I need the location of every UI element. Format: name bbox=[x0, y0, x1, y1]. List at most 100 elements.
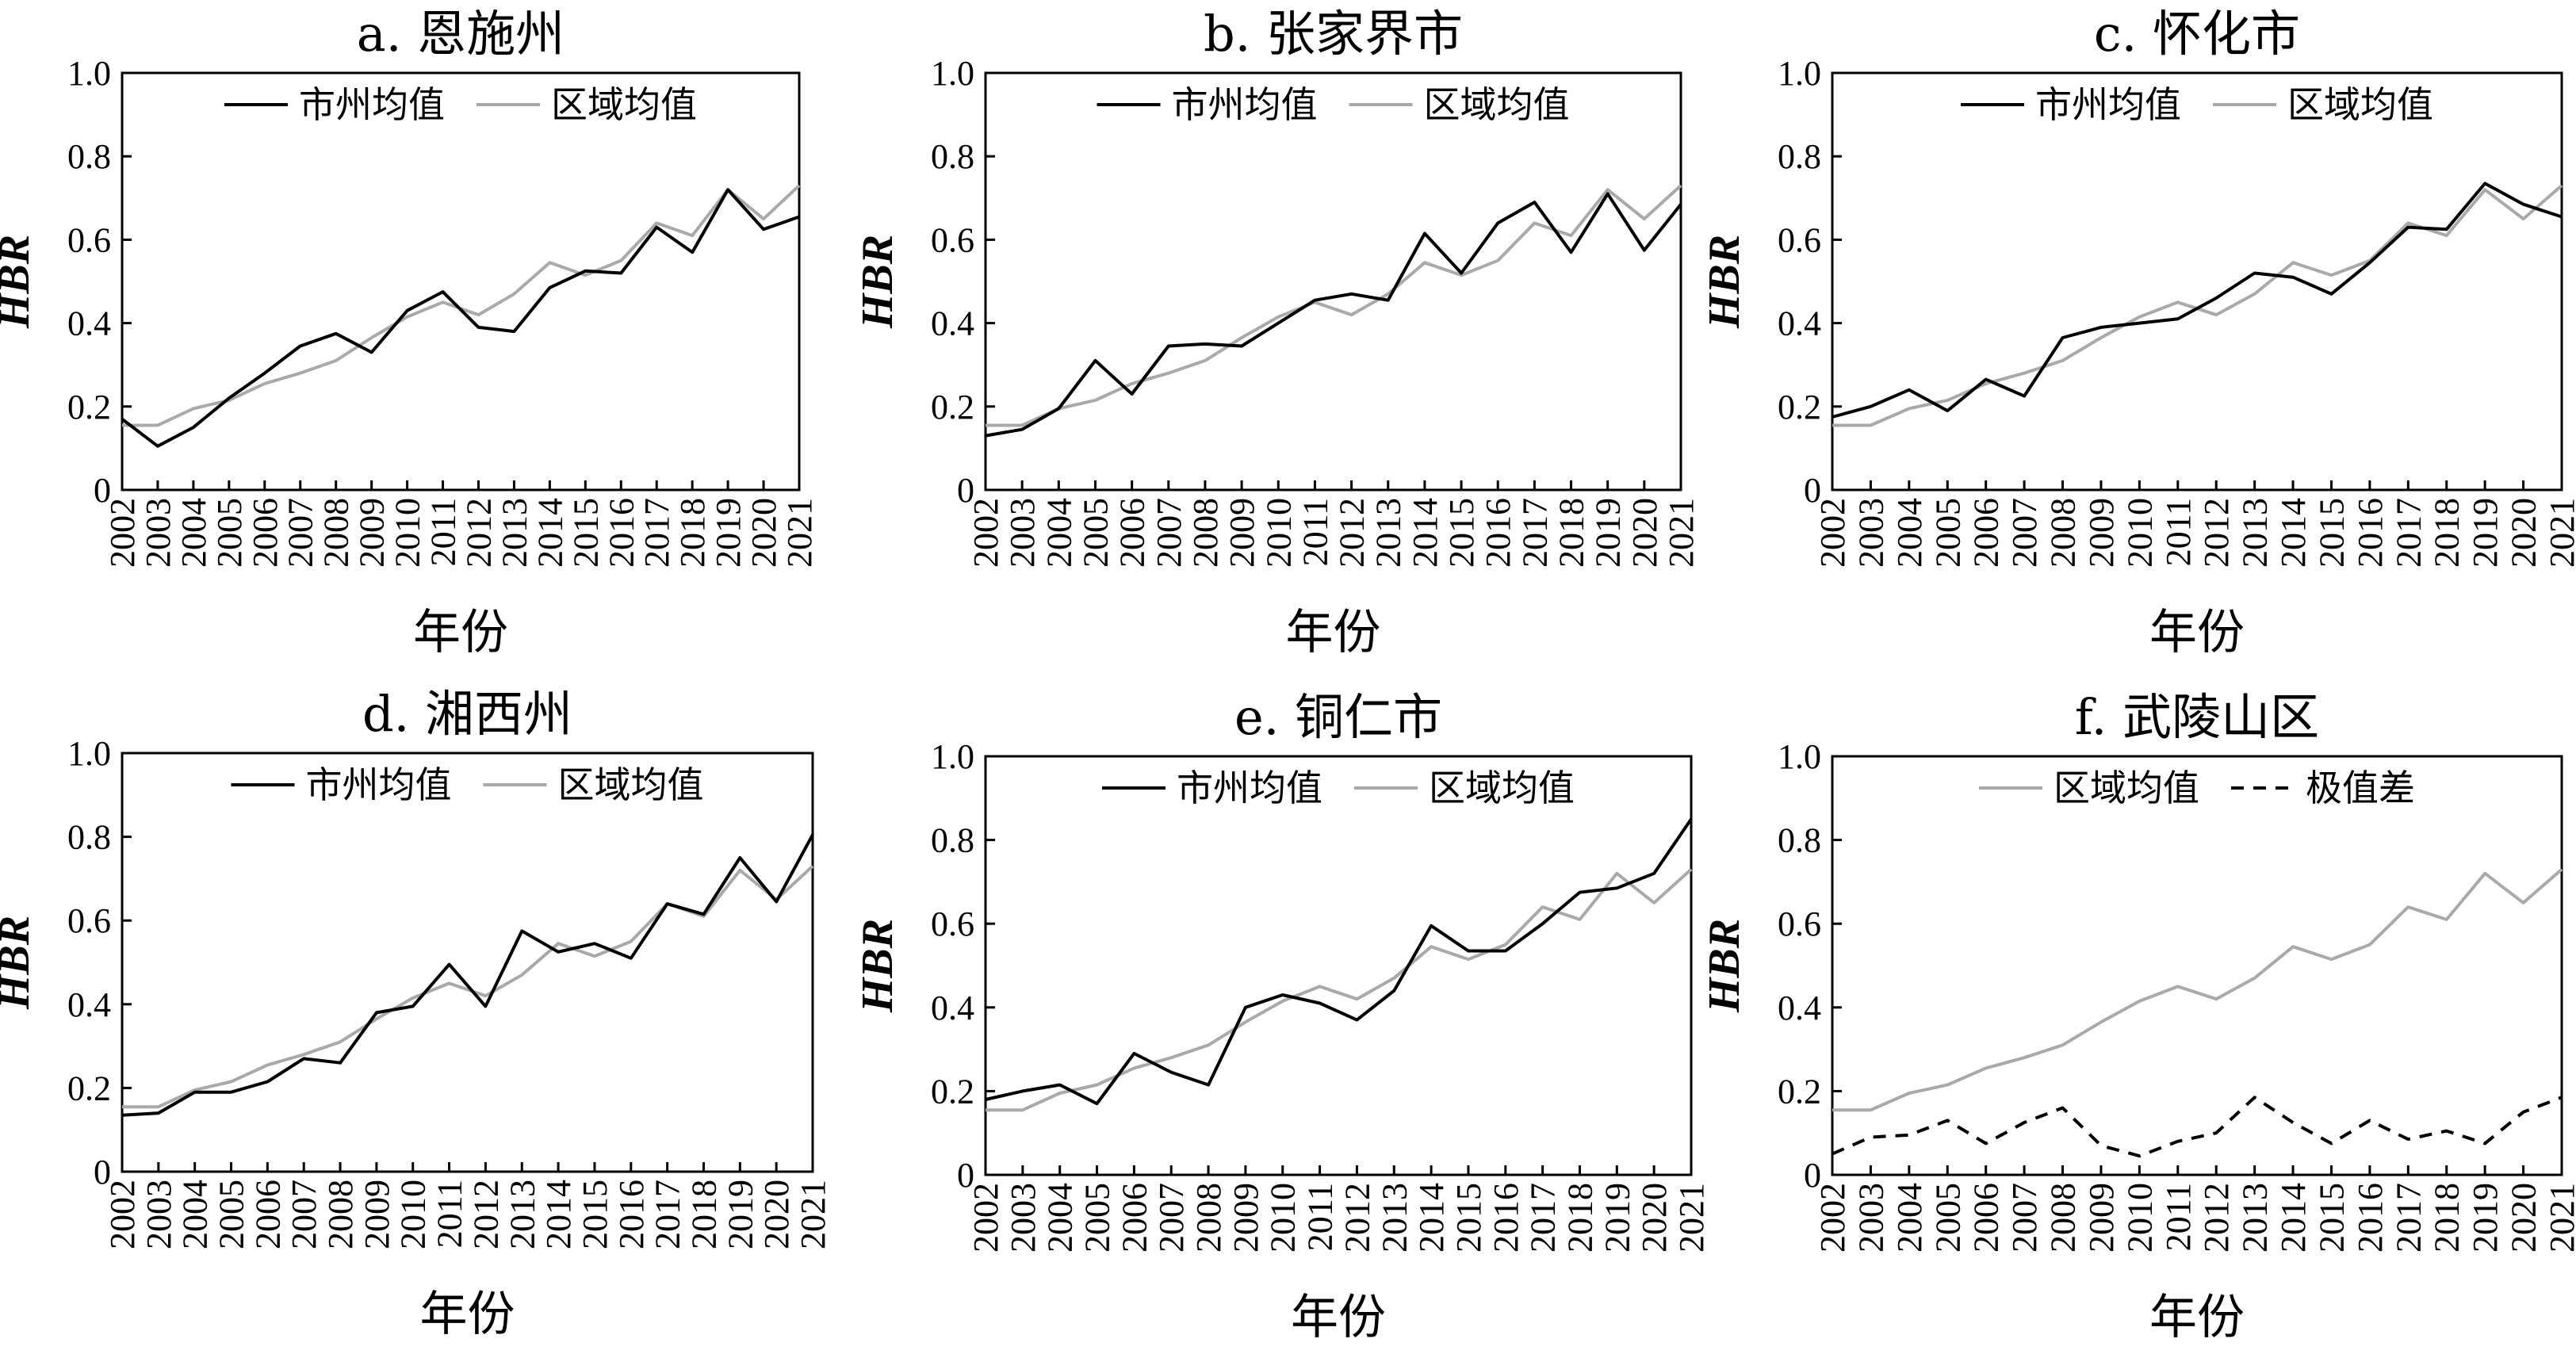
x-tick-label: 2012 bbox=[1333, 498, 1372, 568]
data-point bbox=[1020, 424, 1024, 427]
data-point bbox=[1690, 868, 1693, 871]
data-point bbox=[121, 1114, 124, 1117]
x-tick-label: 2011 bbox=[1296, 498, 1334, 566]
data-point bbox=[2253, 1096, 2256, 1099]
data-point bbox=[1504, 950, 1507, 953]
data-point bbox=[448, 963, 451, 966]
y-tick-label: 0 bbox=[957, 1156, 974, 1195]
data-point bbox=[1094, 359, 1097, 362]
y-axis-label: HBR bbox=[1700, 235, 1749, 329]
data-point bbox=[1057, 407, 1060, 410]
data-point bbox=[2445, 228, 2448, 231]
y-tick-label: 0.8 bbox=[931, 821, 974, 860]
data-point bbox=[655, 226, 658, 229]
data-point bbox=[157, 1111, 160, 1115]
x-tick-label: 2008 bbox=[321, 1180, 360, 1249]
x-tick-label: 2008 bbox=[2044, 498, 2083, 568]
x-axis-label: 年份 bbox=[413, 605, 508, 660]
y-tick-label: 0.8 bbox=[1778, 137, 1821, 176]
data-point bbox=[811, 833, 814, 836]
data-point bbox=[1831, 1108, 1834, 1111]
data-point bbox=[520, 973, 523, 977]
data-point bbox=[1096, 1084, 1099, 1087]
x-tick-label: 2010 bbox=[2120, 498, 2159, 568]
data-point bbox=[1570, 251, 1573, 254]
data-point bbox=[2368, 943, 2371, 947]
series-line-1 bbox=[1832, 868, 2563, 1112]
x-tick-label: 2016 bbox=[1487, 1183, 1525, 1253]
data-point bbox=[984, 1108, 987, 1111]
data-point bbox=[2483, 188, 2486, 191]
data-point bbox=[1579, 918, 1582, 921]
x-tick-label: 2012 bbox=[1338, 1183, 1376, 1253]
data-point bbox=[798, 216, 801, 219]
data-point bbox=[192, 426, 195, 429]
data-point bbox=[411, 996, 415, 1000]
data-point bbox=[1058, 1084, 1062, 1087]
data-point bbox=[193, 1091, 197, 1094]
data-point bbox=[1058, 1092, 1062, 1095]
data-point bbox=[2291, 276, 2295, 279]
data-point bbox=[1021, 1089, 1024, 1092]
data-point bbox=[1541, 905, 1544, 908]
data-point bbox=[2176, 1140, 2180, 1143]
data-point bbox=[1169, 1056, 1173, 1059]
y-tick-label: 1.0 bbox=[931, 737, 974, 776]
y-axis-label: HBR bbox=[853, 919, 902, 1013]
y-tick-label: 0 bbox=[94, 1153, 111, 1191]
x-tick-label: 2021 bbox=[1662, 498, 1701, 568]
data-point bbox=[2522, 217, 2525, 220]
data-point bbox=[370, 336, 373, 339]
x-tick-label: 2013 bbox=[1369, 498, 1408, 568]
x-tick-label: 2021 bbox=[1672, 1183, 1711, 1253]
data-point bbox=[2330, 293, 2333, 296]
data-point bbox=[1985, 378, 1988, 381]
data-point bbox=[1207, 1084, 1210, 1087]
data-point bbox=[1204, 342, 1207, 346]
data-point bbox=[1643, 217, 1646, 220]
data-point bbox=[2483, 1142, 2486, 1145]
data-point bbox=[2445, 1130, 2448, 1133]
data-point bbox=[335, 332, 338, 335]
y-axis-label: HBR bbox=[0, 916, 39, 1010]
x-tick-label: 2008 bbox=[1186, 498, 1225, 568]
x-tick-label: 2020 bbox=[1635, 1183, 1674, 1253]
x-tick-label: 2013 bbox=[1375, 1183, 1414, 1253]
series-line-1 bbox=[985, 192, 1682, 438]
data-point bbox=[266, 1081, 269, 1084]
x-tick-label: 2007 bbox=[2005, 498, 2044, 568]
x-tick-label: 2005 bbox=[1928, 498, 1967, 568]
data-point bbox=[1679, 203, 1682, 206]
y-tick-label: 0 bbox=[957, 471, 974, 510]
x-tick-label: 2015 bbox=[1442, 498, 1481, 568]
x-tick-label: 2002 bbox=[103, 498, 142, 568]
y-axis-label: HBR bbox=[1700, 919, 1749, 1013]
legend-label-2: 区域均值 bbox=[551, 83, 697, 126]
data-point bbox=[1946, 399, 1949, 402]
data-point bbox=[2406, 226, 2409, 229]
x-tick-label: 2004 bbox=[1890, 1183, 1929, 1253]
chart-title: e. 铜仁市 bbox=[1234, 688, 1442, 746]
x-tick-label: 2016 bbox=[602, 498, 641, 568]
data-point bbox=[548, 261, 551, 264]
data-point bbox=[984, 1098, 987, 1101]
data-point bbox=[557, 942, 560, 945]
x-tick-label: 2015 bbox=[1449, 1183, 1488, 1253]
data-point bbox=[2522, 1111, 2525, 1114]
data-point bbox=[1281, 1000, 1284, 1003]
x-tick-label: 2015 bbox=[2312, 1183, 2351, 1253]
data-point bbox=[2483, 182, 2486, 185]
data-point bbox=[512, 293, 515, 296]
data-point bbox=[406, 316, 409, 319]
data-point bbox=[121, 424, 124, 427]
x-tick-label: 2011 bbox=[431, 1180, 469, 1248]
data-point bbox=[1869, 1108, 1872, 1111]
data-point bbox=[1606, 193, 1610, 196]
data-point bbox=[1946, 1119, 1949, 1122]
x-tick-label: 2007 bbox=[285, 1180, 323, 1249]
data-point bbox=[477, 326, 480, 329]
x-tick-label: 2018 bbox=[2428, 498, 2467, 568]
legend-label-2: 区域均值 bbox=[2287, 83, 2433, 126]
x-tick-label: 2016 bbox=[2351, 1183, 2390, 1253]
x-tick-label: 2010 bbox=[389, 498, 427, 568]
